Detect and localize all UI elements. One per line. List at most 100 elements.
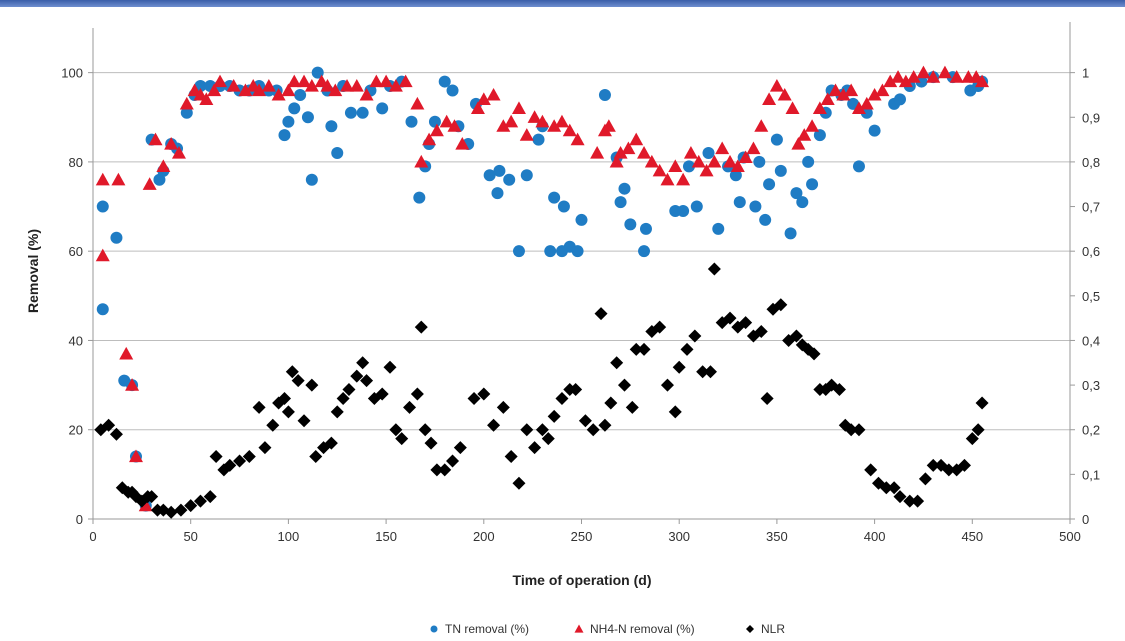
x-tick-labels: 0 50 100 150 200 250 300 350 400 450 500 [89,529,1080,544]
nh4-point [547,119,562,132]
axes [88,22,1075,524]
nlr-point [893,490,907,504]
tn-point [405,115,418,128]
nlr-point [297,414,311,428]
nlr-point [918,472,932,486]
nh4-point [637,145,652,159]
nlr-point [594,307,608,321]
tn-point [503,173,516,186]
nh4-point [875,83,890,97]
nlr-point [410,387,424,401]
nh4-point [328,83,343,97]
nlr-point [760,391,774,405]
tn-point [96,200,109,213]
nh4-point [926,70,941,83]
nlr-point [223,458,237,472]
tn-point [532,133,545,146]
nh4-point [281,83,296,97]
x-tick-label: 450 [961,529,983,544]
nh4-point [699,163,714,177]
nlr-point [617,378,631,392]
nh4-point [486,87,501,101]
series-2 [94,262,989,519]
y2-tick-label: 0,3 [1082,378,1100,393]
nlr-point [832,383,846,397]
y2-tick-label: 0,8 [1082,155,1100,170]
nlr-point [653,320,667,334]
nlr-point [193,494,207,508]
nlr-point [430,463,444,477]
nh4-point [769,79,784,92]
nlr-point [277,391,291,405]
nlr-point [252,400,266,414]
nlr-point [109,427,123,441]
nlr-point [418,423,432,437]
nh4-point [805,119,820,132]
tn-point [548,191,561,204]
data-marks [94,65,990,519]
nh4-point [519,128,534,141]
nh4-point [252,83,267,97]
nh4-point [777,87,792,101]
nlr-point [496,400,510,414]
nh4-point [138,498,153,512]
nlr-point [424,436,438,450]
tn-point [491,187,504,200]
tn-point [301,111,314,124]
nh4-point [171,145,186,159]
nlr-point [578,414,592,428]
tn-point [796,196,809,209]
nh4-point [213,74,228,88]
tn-point [614,196,627,209]
nh4-point [652,163,667,177]
nlr-point [446,454,460,468]
nlr-point [680,342,694,356]
nlr-point [926,458,940,472]
nh4-point [199,92,214,106]
nh4-point [762,92,777,106]
nh4-point [304,79,319,92]
nh4-point [95,248,110,262]
nlr-point [535,423,549,437]
nlr-point [625,400,639,414]
nlr-point [754,325,768,339]
tn-point [305,173,318,186]
nlr-point [911,494,925,508]
nlr-point [852,423,866,437]
y-tick-label: 80 [69,155,83,170]
tn-point [638,245,651,258]
tn-point [512,245,525,258]
tn-point [790,187,803,200]
nh4-point [867,87,882,101]
nh4-point [836,87,851,101]
nh4-point [359,87,374,101]
nlr-point [156,503,170,517]
x-tick-label: 500 [1059,529,1081,544]
nlr-point [604,396,618,410]
legend: TN removal (%) NH4-N removal (%) NLR [430,622,785,636]
nh4-point [125,378,140,391]
nh4-point [746,141,761,155]
tn-point [544,245,557,258]
nlr-point [453,441,467,455]
nh4-point [164,137,179,150]
nh4-point [791,137,806,150]
x-tick-label: 400 [864,529,886,544]
series-0 [96,66,989,512]
nlr-point [233,454,247,468]
nh4-point [476,92,491,106]
tn-point [753,155,766,168]
nlr-point [610,356,624,370]
nlr-point [336,391,350,405]
tn-point [852,160,865,173]
tn-point [428,115,441,128]
nh4-point [340,79,355,92]
nlr-point [723,311,737,325]
nh4-point [527,110,542,123]
nlr-point [360,374,374,388]
nh4-point [238,83,253,97]
nlr-point [864,463,878,477]
nh4-point [601,119,616,132]
nh4-point [179,96,194,110]
